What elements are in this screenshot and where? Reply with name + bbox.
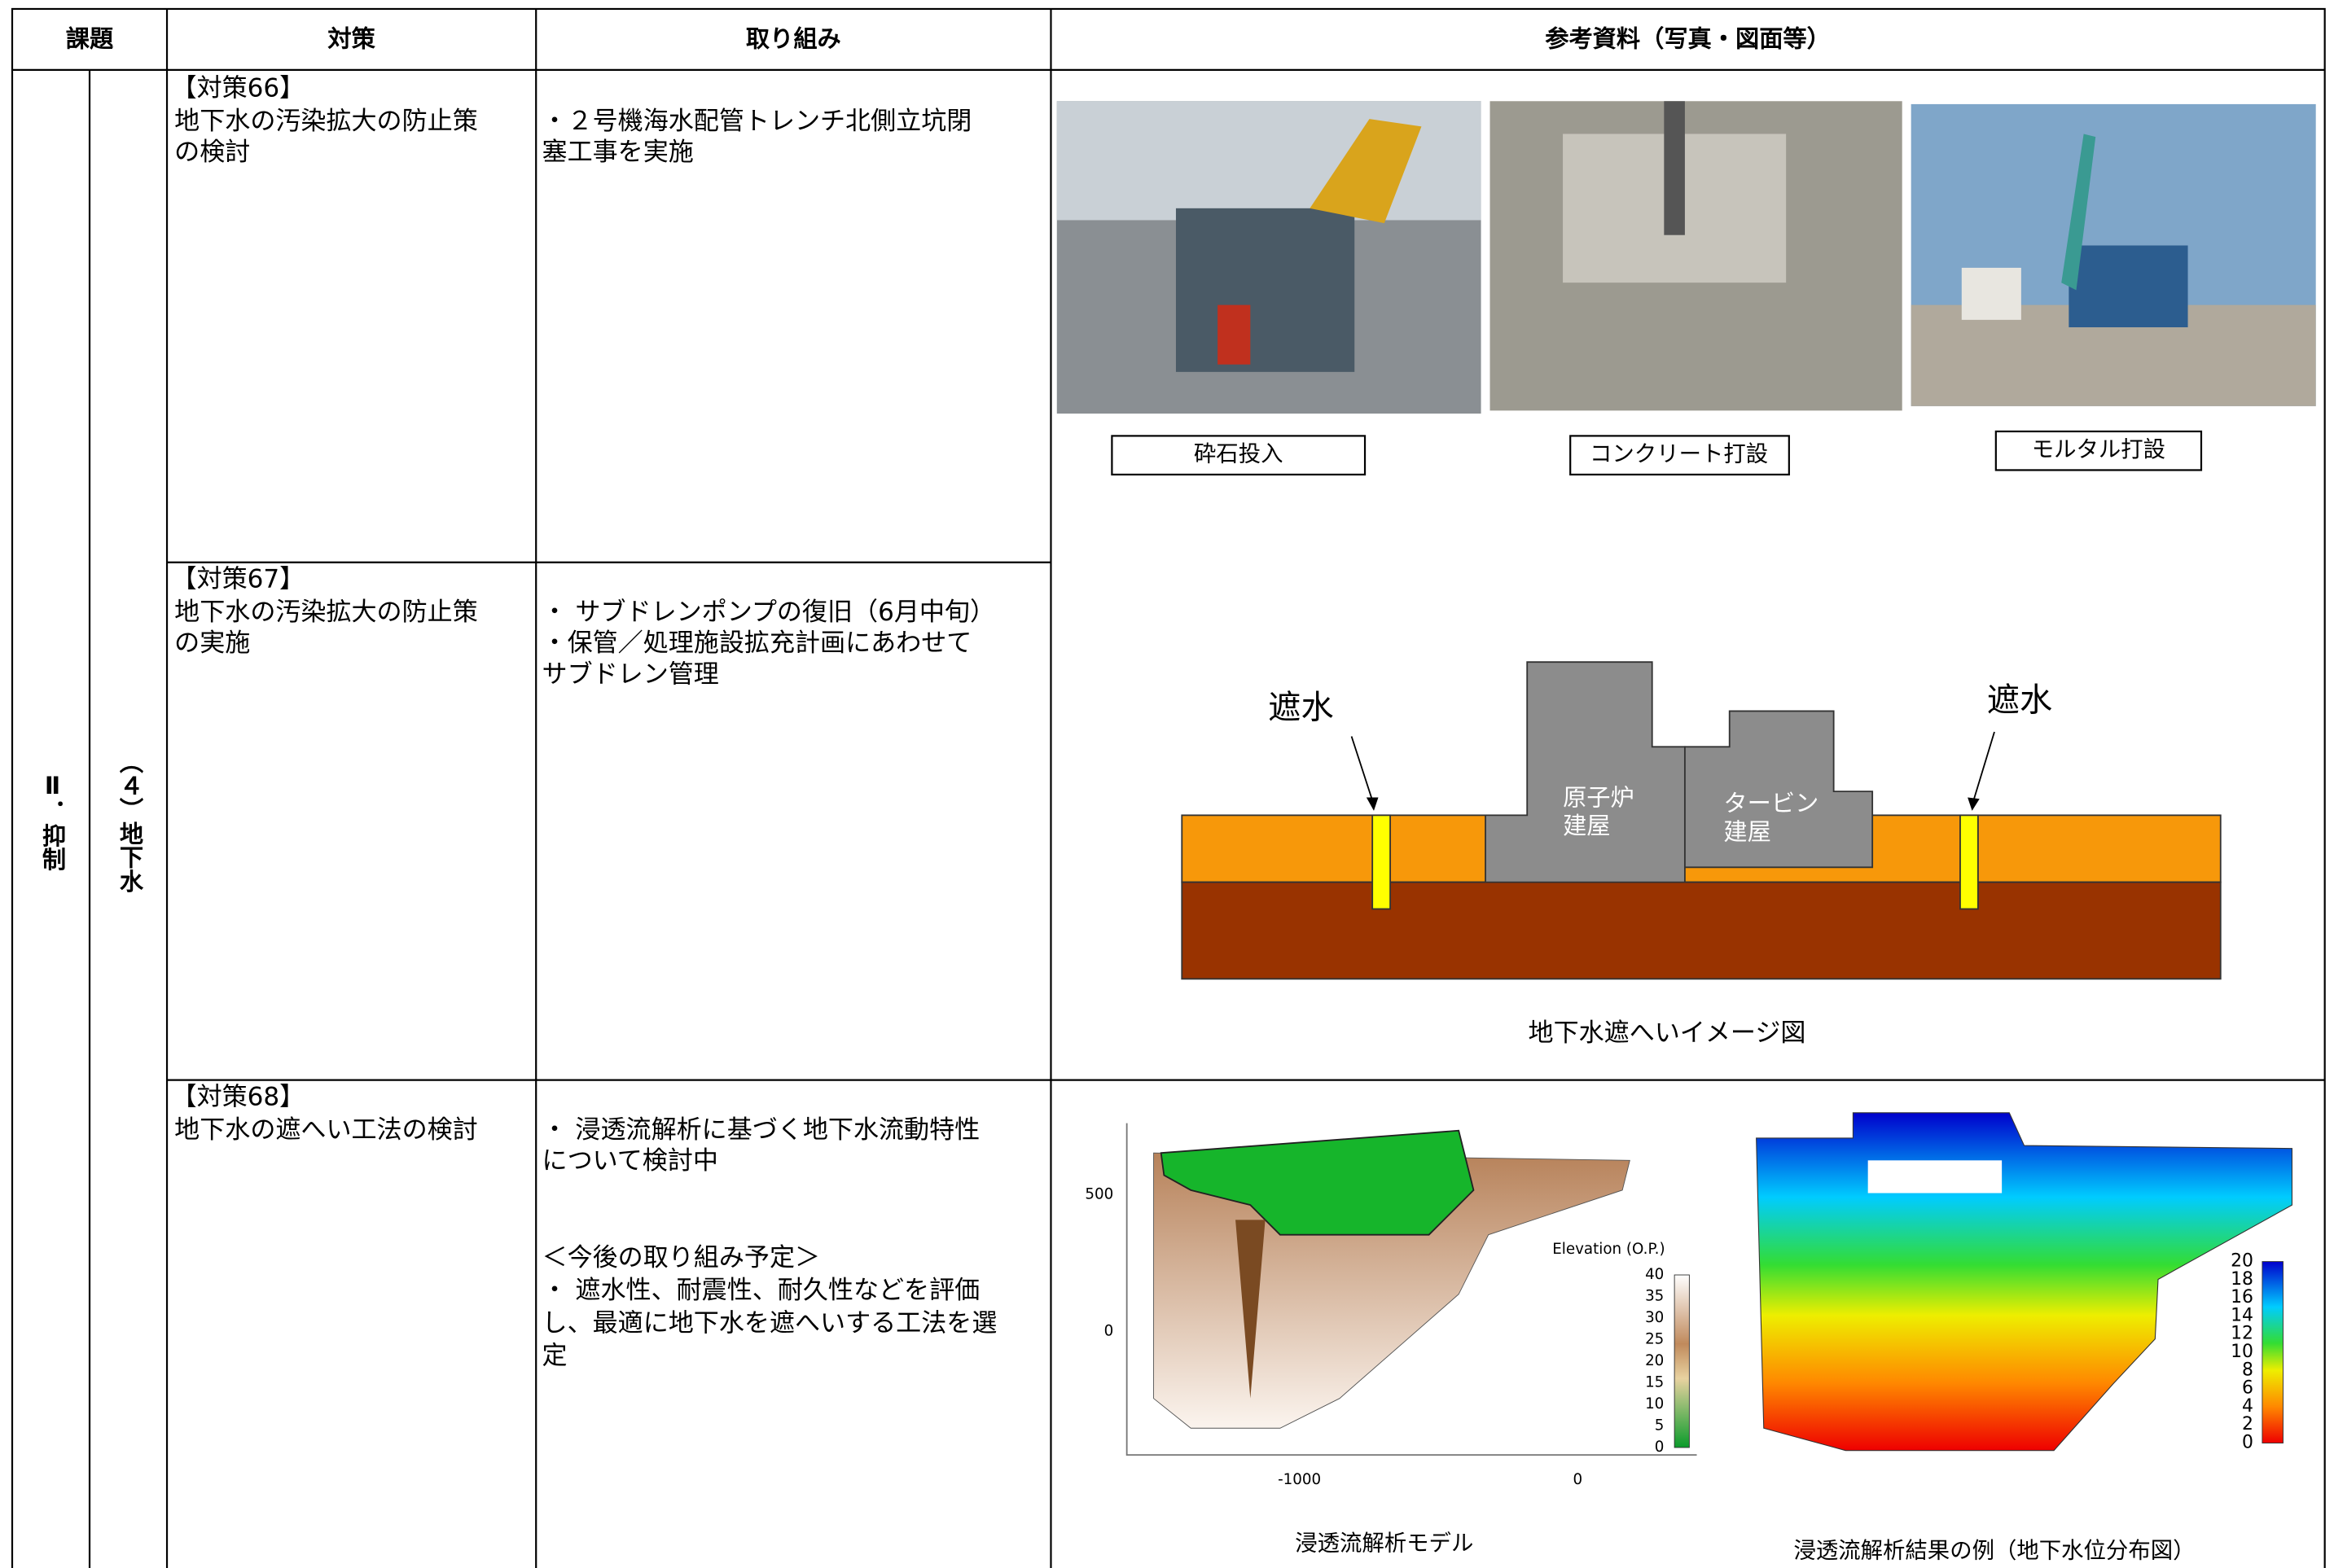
plan-text: 定 <box>542 1342 568 1371</box>
action-text: ・２号機海水配管トレンチ北側立坑閉 <box>542 107 972 136</box>
building-label: 建屋 <box>1723 817 1770 845</box>
measure-text: 地下水の汚染拡大の防止策 <box>174 598 478 627</box>
axis-label: 0 <box>1573 1471 1583 1488</box>
colorbar-label: 12 <box>2231 1324 2253 1344</box>
legend-title: Elevation (O.P.) <box>1552 1241 1665 1258</box>
column-header: 取り組み <box>746 24 841 52</box>
colorbar-label: 18 <box>2231 1269 2253 1290</box>
colorbar-label: 20 <box>1645 1352 1664 1369</box>
action-text: ・保管／処理施設拡充計画にあわせて <box>542 629 972 658</box>
figure-caption: 浸透流解析結果の例（地下水位分布図） <box>1793 1538 2195 1563</box>
action-text: ・ 浸透流解析に基づく地下水流動特性 <box>542 1115 981 1145</box>
shield-label: 遮水 <box>1987 681 2052 719</box>
colorbar-label: 2 <box>2242 1414 2253 1434</box>
colorbar-label: 0 <box>2242 1433 2253 1453</box>
colorbar-label: 15 <box>1645 1373 1664 1391</box>
axis-label: 500 <box>1085 1185 1113 1202</box>
action-text: について検討中 <box>542 1146 718 1176</box>
category-main: Ⅱ．抑制 <box>39 772 67 871</box>
column-header: 参考資料（写真・図面等） <box>1545 24 1831 52</box>
column-header: 対策 <box>327 24 375 52</box>
building-label: 原子炉 <box>1563 783 1634 811</box>
plan-text: ・ 遮水性、耐震性、耐久性などを評価 <box>542 1276 981 1305</box>
colorbar-label: 10 <box>1645 1395 1664 1413</box>
shield-diagram <box>1181 661 2222 980</box>
model-plot <box>1125 1123 1697 1456</box>
colorbar-label: 4 <box>2242 1396 2253 1417</box>
category-sub: （４）地下水 <box>116 750 144 893</box>
colorbar-label: 5 <box>1655 1417 1665 1434</box>
axis-label: 0 <box>1104 1322 1114 1339</box>
colorbar-label: 25 <box>1645 1331 1664 1348</box>
colorbar-label: 20 <box>2231 1251 2253 1272</box>
measure-text: 地下水の汚染拡大の防止策 <box>174 107 478 136</box>
measure-number: 【対策66】 <box>172 74 305 103</box>
measure-text: 地下水の遮へい工法の検討 <box>174 1115 478 1145</box>
building-label: タービン <box>1723 790 1819 817</box>
figure-caption: 浸透流解析モデル <box>1295 1531 1473 1556</box>
action-text: 塞工事を実施 <box>542 138 694 167</box>
colorbar-label: 8 <box>2242 1360 2253 1380</box>
colorbar-label: 35 <box>1645 1288 1664 1305</box>
plan-text: し、最適に地下水を遮へいする工法を選 <box>542 1308 998 1338</box>
figure-caption: 地下水遮へいイメージ図 <box>1529 1018 1806 1048</box>
photo-caption: コンクリート打設 <box>1590 442 1768 467</box>
measure-text: の検討 <box>174 138 250 167</box>
measure-text: の実施 <box>174 629 250 658</box>
colorbar-label: 6 <box>2242 1378 2253 1399</box>
plan-text: ＜今後の取り組み予定＞ <box>542 1243 821 1272</box>
column-header: 課題 <box>66 24 114 52</box>
action-text: ・ サブドレンポンプの復旧（6月中旬） <box>542 598 995 627</box>
axis-label: -1000 <box>1278 1471 1321 1488</box>
table-grid <box>11 7 2326 1568</box>
photo-caption: 砕石投入 <box>1194 442 1283 467</box>
measure-number: 【対策68】 <box>172 1083 305 1112</box>
photo-caption-boxes <box>1111 430 2203 476</box>
colorbar-label: 10 <box>2231 1342 2253 1362</box>
colorbar-label: 16 <box>2231 1287 2253 1307</box>
measure-number: 【対策67】 <box>172 565 305 594</box>
action-text: サブドレン管理 <box>542 660 719 690</box>
building-label: 建屋 <box>1563 812 1610 839</box>
photo-caption: モルタル打設 <box>2032 437 2165 462</box>
result-plot <box>1756 1112 2293 1452</box>
colorbar-label: 14 <box>2231 1305 2253 1325</box>
colorbar-label: 40 <box>1645 1266 1664 1283</box>
colorbar-label: 0 <box>1655 1439 1665 1456</box>
colorbar-label: 30 <box>1645 1309 1664 1326</box>
photos <box>1056 101 2316 414</box>
shield-label: 遮水 <box>1268 690 1333 727</box>
